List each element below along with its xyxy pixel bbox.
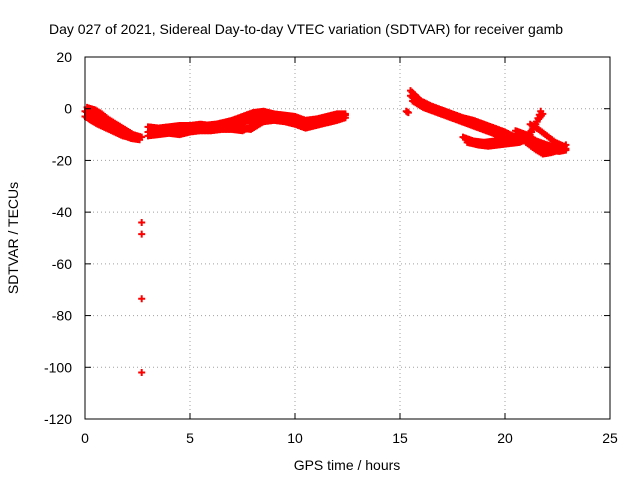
data-point xyxy=(127,133,135,141)
x-tick-label: 10 xyxy=(287,430,303,446)
y-tick-label: -40 xyxy=(52,204,72,220)
y-tick-label: -60 xyxy=(52,256,72,272)
y-tick-label: -80 xyxy=(52,308,72,324)
y-tick-label: -20 xyxy=(52,152,72,168)
data-point xyxy=(539,110,547,118)
x-tick-label: 0 xyxy=(81,430,89,446)
chart-title: Day 027 of 2021, Sidereal Day-to-day VTE… xyxy=(49,21,563,37)
x-tick-label: 15 xyxy=(392,430,408,446)
y-tick-label: 0 xyxy=(64,101,72,117)
y-tick-label: 20 xyxy=(56,49,72,65)
data-point xyxy=(138,133,146,141)
y-tick-label: -120 xyxy=(44,411,72,427)
y-tick-label: -100 xyxy=(44,359,72,375)
x-tick-labels: 0 5 10 15 20 25 xyxy=(81,430,618,446)
data-point xyxy=(560,142,568,150)
plot-area-frame xyxy=(84,56,611,420)
x-tick-label: 5 xyxy=(186,430,194,446)
data-point xyxy=(341,114,349,122)
x-tick-label: 25 xyxy=(602,430,618,446)
outlier-point xyxy=(138,295,146,303)
outlier-point xyxy=(138,368,146,376)
data-point xyxy=(404,109,412,117)
x-axis-label: GPS time / hours xyxy=(294,457,401,473)
y-tick-labels: 20 0 -20 -40 -60 -80 -100 -120 xyxy=(44,49,72,427)
outlier-point xyxy=(138,218,146,226)
y-axis-label: SDTVAR / TECUs xyxy=(5,182,21,294)
axis-ticks xyxy=(84,56,611,420)
data-point xyxy=(297,122,305,130)
x-tick-label: 20 xyxy=(497,430,513,446)
outlier-point xyxy=(138,230,146,238)
grid-lines xyxy=(85,57,610,419)
data-points xyxy=(81,87,570,376)
